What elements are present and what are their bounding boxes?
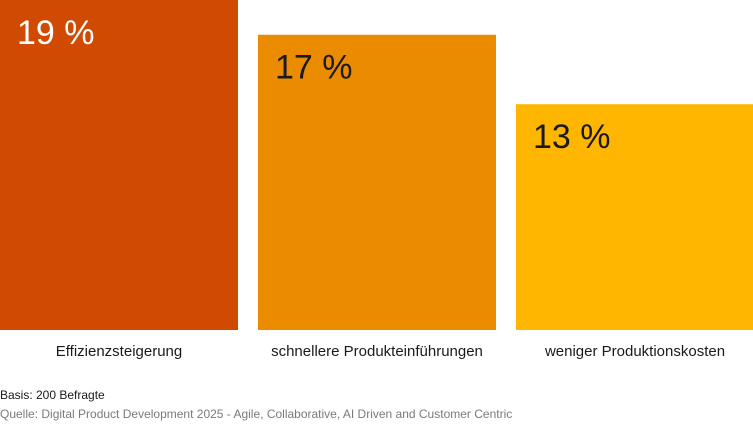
bar-value-label-2: 17 % bbox=[275, 49, 353, 87]
category-label-2: schnellere Produkteinführungen bbox=[271, 343, 483, 360]
bar-3 bbox=[516, 104, 753, 330]
category-label-3: weniger Produktionskosten bbox=[544, 343, 725, 360]
bar-chart: 19 % Effizienzsteigerung 17 % schnellere Pr… bbox=[0, 0, 753, 360]
bar-value-label-3: 13 % bbox=[533, 118, 611, 156]
basis-note: Basis: 200 Befragte bbox=[0, 388, 105, 402]
bar-value-label-1: 19 % bbox=[17, 14, 95, 52]
category-label-1: Effizienzsteigerung bbox=[56, 343, 182, 360]
bar-1 bbox=[0, 0, 238, 330]
source-note: Quelle: Digital Product Development 2025… bbox=[0, 407, 513, 421]
bar-2 bbox=[258, 34, 496, 330]
